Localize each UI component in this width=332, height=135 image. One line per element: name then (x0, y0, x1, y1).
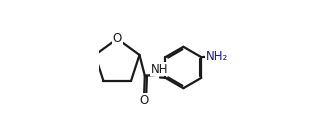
Text: O: O (113, 32, 122, 45)
Text: NH₂: NH₂ (206, 50, 228, 63)
Text: O: O (139, 94, 149, 107)
Text: NH: NH (151, 63, 168, 76)
